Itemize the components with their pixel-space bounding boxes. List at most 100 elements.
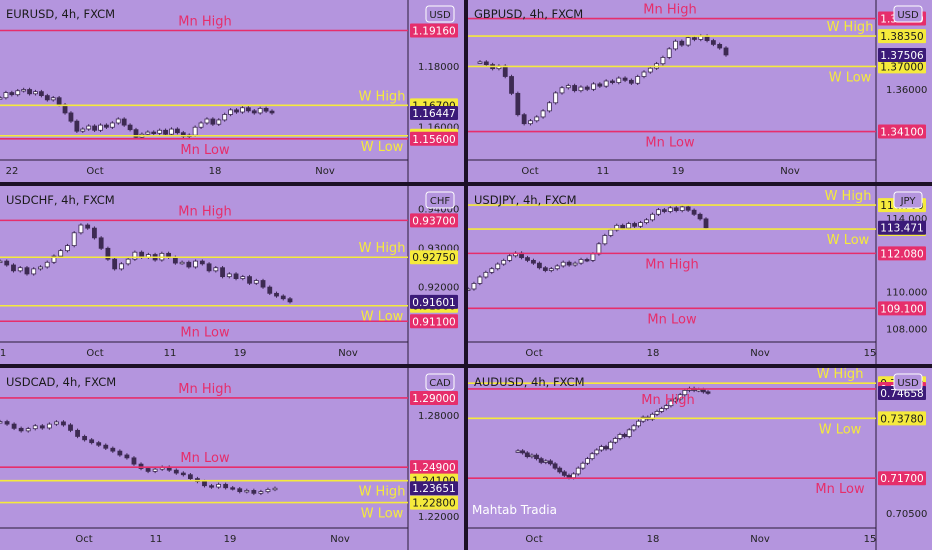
candle	[4, 260, 10, 266]
candle	[663, 405, 669, 409]
currency-button[interactable]	[893, 373, 923, 391]
candle	[230, 487, 236, 490]
candle	[673, 398, 678, 402]
level-label: Mn Low	[180, 325, 230, 340]
candle	[682, 389, 688, 396]
candle	[85, 224, 91, 229]
candle	[244, 490, 250, 493]
candle	[4, 421, 10, 425]
last-price-badge	[410, 294, 458, 309]
candle	[179, 261, 185, 265]
candle	[267, 286, 273, 294]
candle	[0, 97, 3, 100]
price-badge	[410, 314, 458, 329]
candle	[692, 37, 697, 40]
candle	[226, 273, 232, 278]
candle	[27, 89, 32, 95]
currency-button[interactable]	[893, 5, 923, 23]
price-badge-text: 112.080	[880, 248, 923, 260]
candle	[548, 268, 554, 271]
candle	[233, 273, 239, 279]
currency-button[interactable]	[425, 373, 455, 391]
candle	[272, 487, 278, 491]
currency-label: USD	[429, 10, 451, 21]
candle	[614, 224, 620, 231]
level-label: W Low	[361, 310, 404, 325]
x-tick-label: Oct	[525, 348, 542, 359]
candle	[661, 209, 667, 212]
candle	[39, 425, 45, 429]
currency-button[interactable]	[425, 191, 455, 209]
candle	[18, 427, 24, 432]
candle	[15, 90, 21, 96]
candle	[641, 71, 647, 77]
candle	[703, 218, 709, 229]
candle	[145, 131, 151, 135]
candle	[86, 125, 92, 130]
candle	[525, 257, 530, 261]
currency-button[interactable]	[893, 191, 923, 209]
candle	[127, 124, 133, 131]
candle	[578, 259, 584, 264]
x-tick-label: Nov	[315, 166, 335, 177]
candle	[534, 116, 540, 122]
candle	[240, 276, 246, 279]
candle	[636, 420, 641, 427]
candle	[258, 491, 264, 494]
level-label: Mn Low	[180, 451, 230, 466]
candle	[125, 258, 131, 265]
candle	[251, 110, 257, 114]
level-label: Mn Low	[180, 143, 230, 158]
candle	[632, 223, 638, 227]
candle	[98, 124, 103, 131]
x-tick-label: Oct	[86, 166, 103, 177]
candle	[75, 429, 80, 437]
currency-label: USD	[897, 10, 919, 21]
candle	[509, 76, 514, 94]
candle	[667, 207, 673, 212]
candle	[649, 413, 655, 420]
candle	[31, 268, 37, 275]
chart-panel-usdcad[interactable]: 1.28000 1.22000 Oct 11 19 Nov Mn High 1.29000 Mn…	[0, 368, 464, 550]
level-label: W High	[359, 485, 406, 500]
chart-panel-usdchf[interactable]: 0.94000 0.93000 0.92000 1 Oct 11 19 Nov Mn High 0…	[0, 186, 464, 364]
candle	[199, 260, 205, 265]
candle	[38, 91, 44, 97]
candle	[620, 224, 626, 229]
last-price-text: 113.471	[880, 223, 923, 235]
x-tick-label: Nov	[338, 348, 358, 359]
candle	[163, 129, 168, 135]
candle	[597, 83, 603, 87]
candle	[172, 256, 178, 264]
candle	[3, 92, 9, 99]
candle	[696, 389, 702, 392]
x-tick-label: 11	[597, 166, 610, 177]
level-label: Mn Low	[815, 482, 865, 497]
chart-panel-eurusd[interactable]: 1.18000 1.16000 22 Oct 18 Nov Mn High 1.19160 W …	[0, 0, 464, 182]
candle	[559, 87, 565, 94]
candle	[483, 271, 489, 278]
currency-button[interactable]	[425, 5, 455, 23]
price-badge	[410, 250, 458, 265]
level-label: Mn Low	[645, 136, 695, 151]
level-label: W Low	[361, 140, 404, 155]
candle	[584, 86, 590, 90]
candle	[121, 118, 127, 126]
candle	[213, 267, 219, 272]
price-badge-text: 1.29000	[412, 393, 455, 405]
candle	[138, 463, 144, 469]
candle	[677, 394, 683, 400]
candle	[594, 449, 600, 455]
candle	[260, 280, 266, 288]
candle	[572, 262, 578, 266]
candle	[468, 288, 471, 291]
price-badge-text: 0.91100	[412, 316, 455, 328]
candle	[11, 423, 17, 429]
candle	[603, 80, 609, 87]
candle	[180, 472, 186, 476]
candle	[521, 114, 527, 125]
candle	[608, 229, 614, 236]
